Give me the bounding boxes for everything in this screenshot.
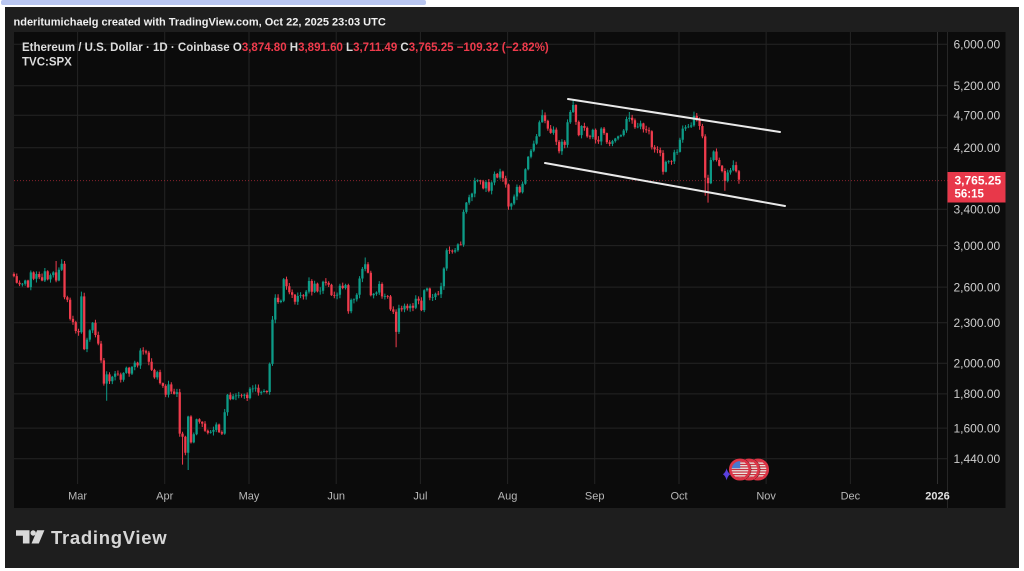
svg-text:Aug: Aug (498, 491, 518, 503)
svg-text:2,300.00: 2,300.00 (954, 316, 1001, 330)
svg-text:nderitumichaelg created with T: nderitumichaelg created with TradingView… (14, 17, 386, 29)
svg-text:Nov: Nov (756, 491, 776, 503)
svg-text:Oct: Oct (670, 491, 687, 503)
svg-text:Mar: Mar (68, 491, 87, 503)
svg-text:2026: 2026 (925, 491, 949, 503)
svg-text:TVC:SPX: TVC:SPX (22, 57, 72, 69)
svg-text:4,200.00: 4,200.00 (954, 141, 1001, 155)
svg-text:Jul: Jul (413, 491, 427, 503)
svg-text:3,765.25: 3,765.25 (955, 173, 1002, 187)
svg-text:2,000.00: 2,000.00 (954, 357, 1001, 371)
svg-text:TradingView: TradingView (51, 527, 167, 548)
svg-text:2,600.00: 2,600.00 (954, 280, 1001, 294)
svg-text:Dec: Dec (841, 491, 861, 503)
svg-text:5,200.00: 5,200.00 (954, 79, 1001, 93)
svg-text:1,800.00: 1,800.00 (954, 387, 1001, 401)
svg-text:Sep: Sep (585, 491, 605, 503)
svg-text:56:15: 56:15 (955, 188, 985, 200)
svg-text:3,000.00: 3,000.00 (954, 239, 1001, 253)
svg-text:3,400.00: 3,400.00 (954, 202, 1001, 216)
svg-text:Apr: Apr (156, 491, 173, 503)
svg-text:1,600.00: 1,600.00 (954, 421, 1001, 435)
svg-text:Jun: Jun (327, 491, 345, 503)
svg-text:1,440.00: 1,440.00 (954, 452, 1001, 466)
svg-text:6,000.00: 6,000.00 (954, 38, 1001, 52)
svg-text:May: May (239, 491, 260, 503)
svg-text:Ethereum / U.S. Dollar · 1D ·: Ethereum / U.S. Dollar · 1D · Coinbase O… (22, 42, 549, 54)
svg-text:4,700.00: 4,700.00 (954, 108, 1001, 122)
